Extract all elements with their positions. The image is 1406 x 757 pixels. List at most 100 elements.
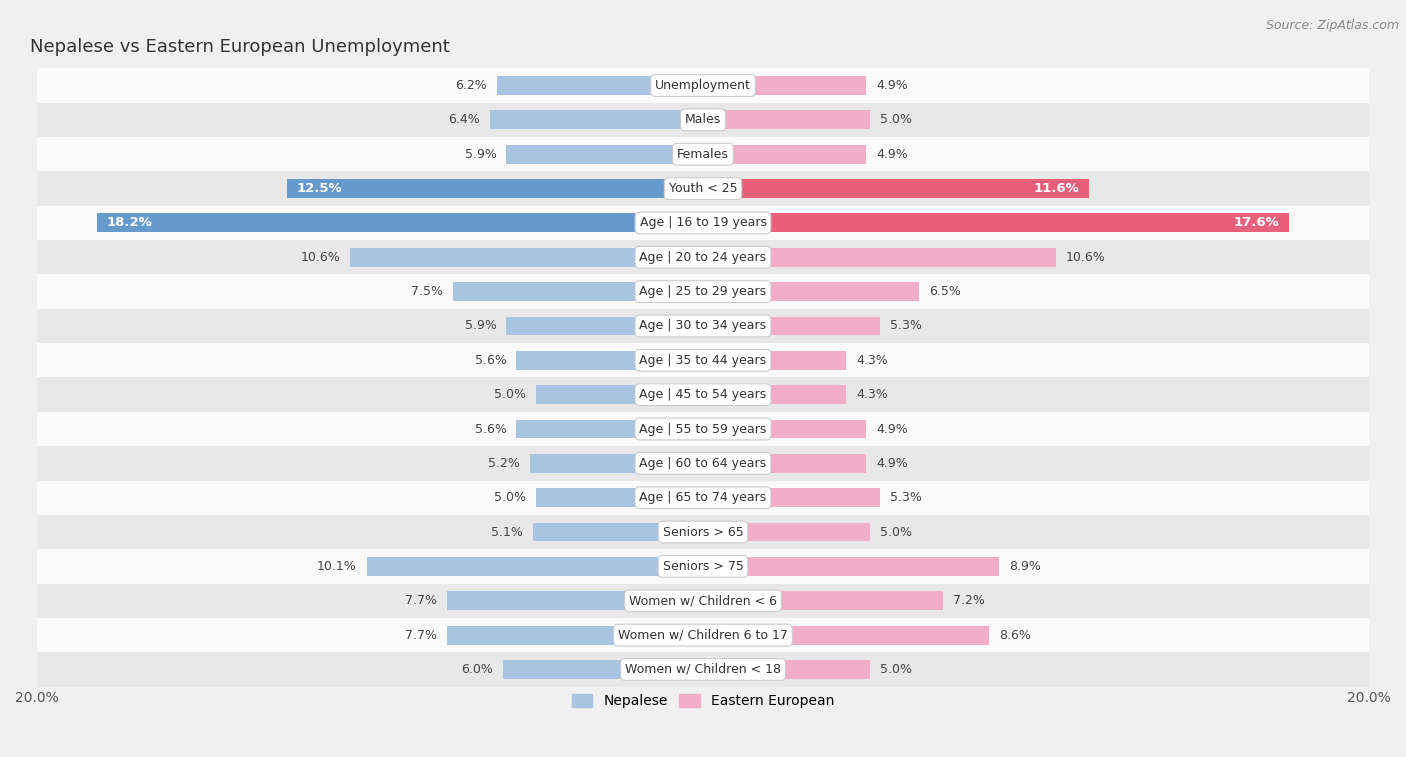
Text: 5.0%: 5.0% — [495, 388, 526, 401]
Text: 5.0%: 5.0% — [880, 114, 911, 126]
Text: 5.1%: 5.1% — [491, 525, 523, 538]
Text: 4.9%: 4.9% — [876, 422, 908, 435]
Text: 6.5%: 6.5% — [929, 285, 962, 298]
Text: 4.9%: 4.9% — [876, 148, 908, 160]
Bar — [37, 240, 1369, 275]
Bar — [506, 316, 703, 335]
Bar — [37, 275, 1369, 309]
Text: 10.1%: 10.1% — [316, 560, 357, 573]
Bar — [530, 454, 703, 473]
Text: 5.0%: 5.0% — [880, 525, 911, 538]
Bar — [537, 488, 703, 507]
Bar — [37, 550, 1369, 584]
Text: 8.6%: 8.6% — [1000, 628, 1031, 642]
Bar — [703, 454, 866, 473]
Bar — [37, 515, 1369, 550]
Bar — [496, 76, 703, 95]
Bar — [703, 179, 1090, 198]
Text: Age | 30 to 34 years: Age | 30 to 34 years — [640, 319, 766, 332]
Text: Age | 60 to 64 years: Age | 60 to 64 years — [640, 457, 766, 470]
Text: Unemployment: Unemployment — [655, 79, 751, 92]
Bar — [703, 248, 1056, 266]
Bar — [37, 446, 1369, 481]
Text: Women w/ Children < 6: Women w/ Children < 6 — [628, 594, 778, 607]
Text: 6.2%: 6.2% — [454, 79, 486, 92]
Bar — [37, 309, 1369, 343]
Text: Age | 35 to 44 years: Age | 35 to 44 years — [640, 354, 766, 367]
Bar — [37, 412, 1369, 446]
Text: Seniors > 65: Seniors > 65 — [662, 525, 744, 538]
Legend: Nepalese, Eastern European: Nepalese, Eastern European — [567, 689, 839, 714]
Text: 4.3%: 4.3% — [856, 388, 889, 401]
Bar — [37, 137, 1369, 171]
Bar — [503, 660, 703, 679]
Text: 5.3%: 5.3% — [890, 491, 921, 504]
Bar — [97, 213, 703, 232]
Bar — [453, 282, 703, 301]
Text: 7.5%: 7.5% — [411, 285, 443, 298]
Bar — [37, 378, 1369, 412]
Text: Males: Males — [685, 114, 721, 126]
Text: Seniors > 75: Seniors > 75 — [662, 560, 744, 573]
Text: Youth < 25: Youth < 25 — [669, 182, 737, 195]
Text: 8.9%: 8.9% — [1010, 560, 1042, 573]
Bar — [37, 481, 1369, 515]
Text: 6.0%: 6.0% — [461, 663, 494, 676]
Text: 5.9%: 5.9% — [464, 148, 496, 160]
Bar — [703, 351, 846, 369]
Text: 5.0%: 5.0% — [880, 663, 911, 676]
Bar — [537, 385, 703, 404]
Text: 4.9%: 4.9% — [876, 79, 908, 92]
Text: 5.6%: 5.6% — [475, 354, 506, 367]
Bar — [703, 316, 880, 335]
Bar — [489, 111, 703, 129]
Bar — [703, 76, 866, 95]
Bar — [703, 591, 943, 610]
Text: Age | 16 to 19 years: Age | 16 to 19 years — [640, 217, 766, 229]
Bar — [703, 660, 869, 679]
Text: 10.6%: 10.6% — [1066, 251, 1105, 263]
Bar — [703, 213, 1289, 232]
Text: 7.2%: 7.2% — [953, 594, 984, 607]
Bar — [37, 171, 1369, 206]
Bar — [37, 68, 1369, 103]
Text: 5.6%: 5.6% — [475, 422, 506, 435]
Bar — [447, 625, 703, 644]
Text: 4.9%: 4.9% — [876, 457, 908, 470]
Text: Age | 55 to 59 years: Age | 55 to 59 years — [640, 422, 766, 435]
Text: Age | 20 to 24 years: Age | 20 to 24 years — [640, 251, 766, 263]
Text: Source: ZipAtlas.com: Source: ZipAtlas.com — [1265, 19, 1399, 32]
Bar — [703, 145, 866, 164]
Bar — [506, 145, 703, 164]
Bar — [447, 591, 703, 610]
Bar — [533, 522, 703, 541]
Bar — [37, 343, 1369, 378]
Text: 11.6%: 11.6% — [1033, 182, 1080, 195]
Bar — [37, 584, 1369, 618]
Text: Age | 45 to 54 years: Age | 45 to 54 years — [640, 388, 766, 401]
Text: 10.6%: 10.6% — [301, 251, 340, 263]
Text: 12.5%: 12.5% — [297, 182, 342, 195]
Text: Females: Females — [678, 148, 728, 160]
Bar — [37, 653, 1369, 687]
Text: 6.4%: 6.4% — [449, 114, 479, 126]
Bar — [367, 557, 703, 576]
Text: 18.2%: 18.2% — [107, 217, 153, 229]
Text: Women w/ Children 6 to 17: Women w/ Children 6 to 17 — [619, 628, 787, 642]
Bar — [37, 618, 1369, 653]
Bar — [703, 625, 990, 644]
Bar — [287, 179, 703, 198]
Text: 7.7%: 7.7% — [405, 594, 436, 607]
Text: 5.0%: 5.0% — [495, 491, 526, 504]
Text: Age | 65 to 74 years: Age | 65 to 74 years — [640, 491, 766, 504]
Text: 5.2%: 5.2% — [488, 457, 520, 470]
Text: 4.3%: 4.3% — [856, 354, 889, 367]
Text: Nepalese vs Eastern European Unemployment: Nepalese vs Eastern European Unemploymen… — [30, 38, 450, 56]
Bar — [516, 419, 703, 438]
Text: 5.3%: 5.3% — [890, 319, 921, 332]
Bar — [37, 103, 1369, 137]
Text: 17.6%: 17.6% — [1233, 217, 1279, 229]
Text: 5.9%: 5.9% — [464, 319, 496, 332]
Text: Women w/ Children < 18: Women w/ Children < 18 — [626, 663, 780, 676]
Bar — [703, 557, 1000, 576]
